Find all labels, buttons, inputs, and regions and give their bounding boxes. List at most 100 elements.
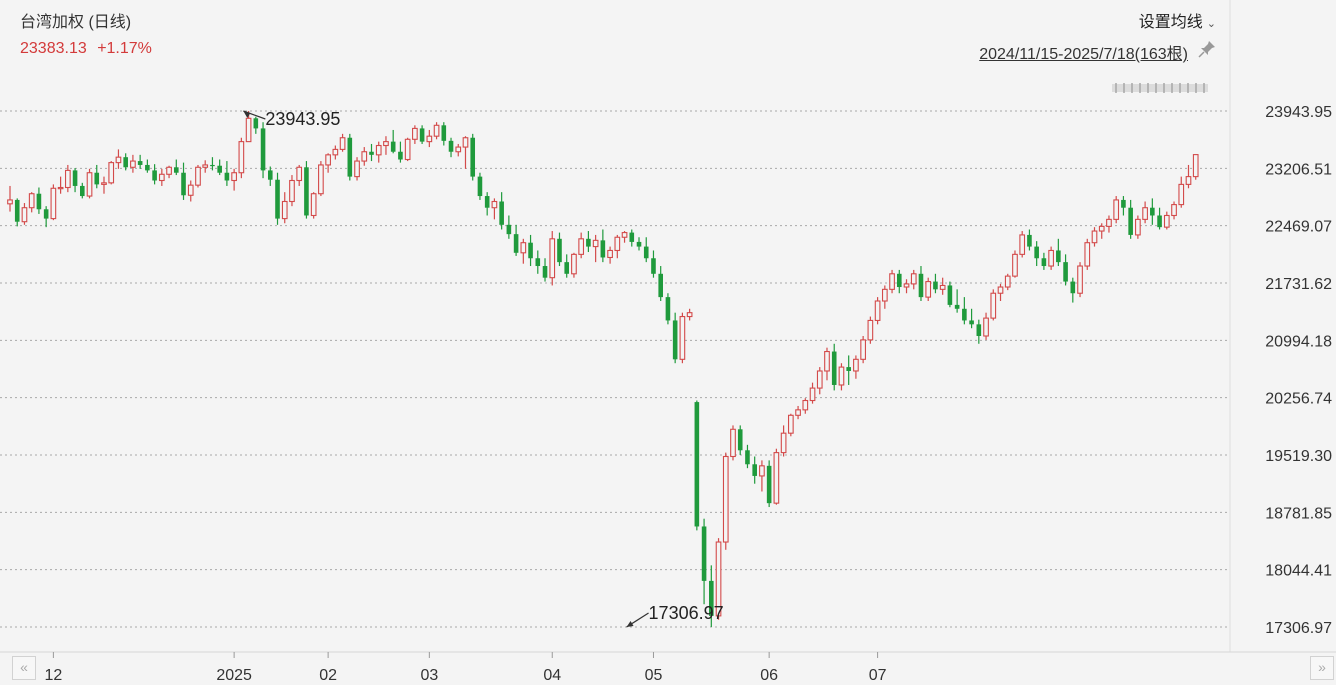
double-chevron-right-icon[interactable]: » [1310,656,1334,680]
candle-body [896,273,902,288]
candle-body [253,118,259,129]
date-range-label[interactable]: 2024/11/15-2025/7/18(163根) [979,46,1188,63]
candle-body [947,285,953,305]
candle-body [962,308,967,321]
candle-body [846,367,851,371]
candle-body [933,281,938,290]
range-slider-handle[interactable] [1112,82,1208,94]
candle [398,141,403,163]
candle [296,164,303,186]
candle [889,269,895,294]
candle [939,277,946,295]
candle [947,281,953,308]
candle-body [72,170,78,186]
candle [773,448,780,505]
candle-body [318,164,324,195]
candle-body [484,196,490,208]
candle-body [809,387,816,402]
candle [600,229,606,263]
candle [715,538,722,620]
candle [1034,241,1039,267]
candle [1098,223,1105,239]
annotation-label: 23943.95 [265,109,340,129]
candle-body [1142,207,1148,220]
candle-body [730,428,736,458]
candle-body [217,165,222,173]
candle-body [889,273,895,290]
candle-body [787,414,794,434]
candle [412,125,418,144]
candle [253,116,259,134]
candle [1077,262,1083,298]
double-chevron-left-icon[interactable]: « [12,656,36,680]
candle [983,312,989,340]
candle [586,231,591,253]
candle [64,164,71,193]
candle [347,133,353,181]
candle [1027,229,1032,251]
candle-body [419,128,425,142]
candle-body [621,232,628,238]
candle [629,229,635,247]
candle-body [369,151,374,155]
x-tick-label: 04 [543,667,561,684]
candle [752,456,757,484]
candle [997,283,1004,302]
candle [737,425,743,455]
candle-body [412,127,418,140]
candle [528,234,533,267]
candle [123,153,128,171]
candle-body [390,141,396,152]
candle-body [1091,230,1098,244]
candle-body [1019,234,1026,255]
candle [722,452,729,550]
candle [50,184,57,221]
candle [962,297,967,325]
annotation-label: 17306.97 [649,603,724,623]
candle-body [997,286,1004,294]
candle-body [636,241,642,247]
candle [339,133,346,152]
candle [643,237,649,263]
candle [86,168,93,199]
candle-body [737,429,743,451]
candle-body [874,300,881,321]
candle-body [310,193,317,217]
candle-body [21,207,28,223]
candle-body [1063,262,1068,282]
candle-body [499,201,504,225]
y-tick-label: 20256.74 [1265,391,1332,408]
change-percent: +1.17% [97,40,152,57]
annotation-arrowhead [626,621,634,627]
y-tick-label: 19519.30 [1265,448,1332,465]
candle-body [1004,275,1011,288]
candle-body [238,141,245,174]
candle-body [108,162,115,184]
candle [1135,215,1141,239]
candle [173,159,179,176]
pin-icon[interactable] [1198,40,1216,58]
ma-setting-dropdown[interactable]: 设置均线 ⌄ [1139,8,1216,32]
candle [1157,207,1162,230]
candle-body [918,273,924,298]
candle-body [1048,249,1054,267]
candle [433,122,440,140]
candle [499,192,504,230]
candle-body [152,170,157,181]
candle-body [816,370,823,389]
candle [310,192,317,219]
candle-body [158,173,165,182]
candle [383,136,389,155]
candle-body [115,156,122,164]
candle [838,363,845,391]
candle [1121,196,1126,216]
candle-body [426,135,433,143]
candle-body [831,351,837,385]
candle-body [528,242,533,259]
candle [701,518,707,605]
candle-body [557,238,562,263]
candle-body [542,266,548,278]
candle-body [1185,176,1192,185]
candle [903,279,910,294]
